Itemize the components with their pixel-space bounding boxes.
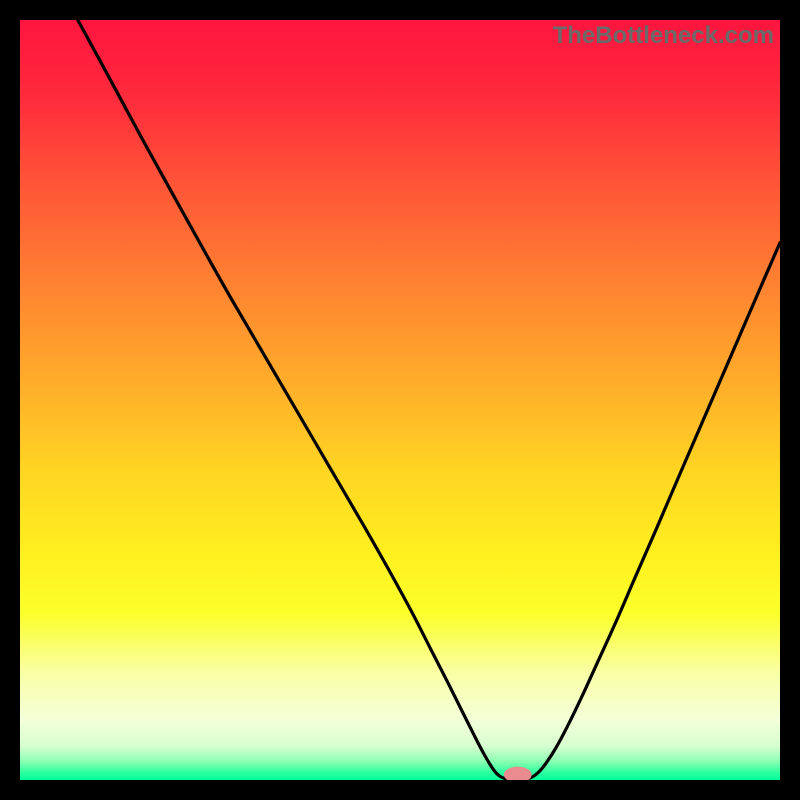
chart-svg — [20, 20, 780, 780]
gradient-background — [20, 20, 780, 780]
chart-frame: TheBottleneck.com — [0, 0, 800, 800]
plot-area — [20, 20, 780, 780]
watermark-text: TheBottleneck.com — [553, 22, 774, 50]
